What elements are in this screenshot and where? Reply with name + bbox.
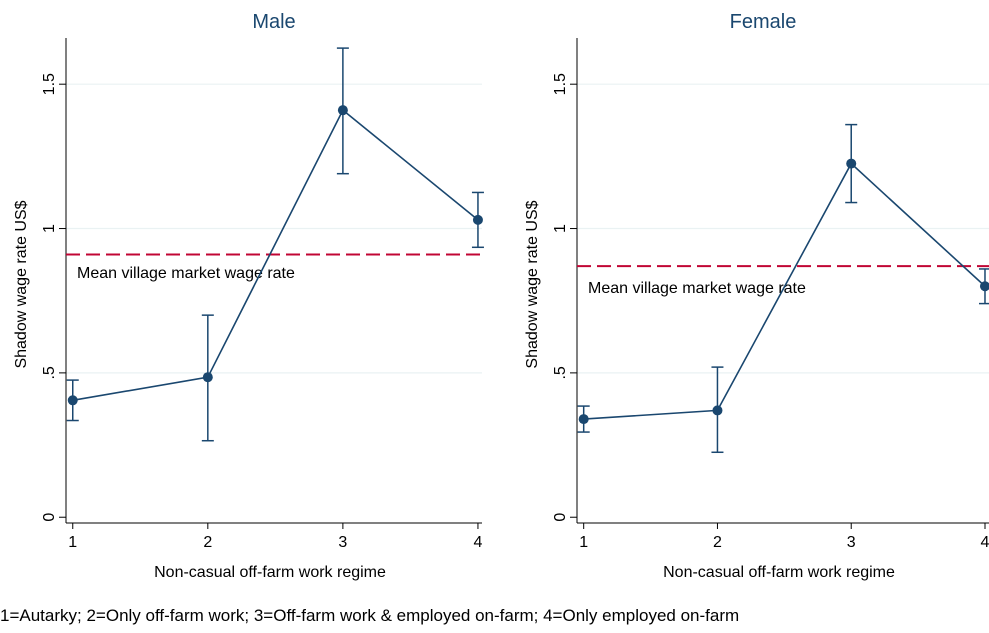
male-series-line	[72, 108, 479, 402]
male-x-tick-label: 4	[473, 534, 482, 551]
regime-legend-note: 1=Autarky; 2=Only off-farm work; 3=Off-f…	[0, 606, 740, 625]
female-x-tick-label: 3	[847, 534, 856, 551]
female-panel-title: Female	[730, 11, 797, 33]
female-data-point	[578, 414, 589, 425]
male-y-tick-label: 1.5	[41, 73, 58, 95]
male-x-tick-label: 1	[68, 534, 77, 551]
male-data-point	[472, 214, 483, 225]
male-data-point	[337, 105, 348, 116]
female-y-axis-label: Shadow wage rate US$	[524, 200, 541, 368]
female-x-tick-label: 2	[713, 534, 722, 551]
male-y-axis-label: Shadow wage rate US$	[13, 200, 30, 368]
female-y-tick-label: .5	[552, 366, 569, 379]
male-panel-title: Male	[252, 11, 295, 33]
male-x-tick-label: 2	[203, 534, 212, 551]
male-data-point	[202, 372, 213, 383]
female-x-tick-label: 1	[579, 534, 588, 551]
male-y-tick-label: .5	[41, 366, 58, 379]
female-reference-label: Mean village market wage rate	[588, 280, 806, 297]
male-y-tick-label: 0	[41, 513, 58, 522]
female-data-point	[846, 158, 857, 169]
male-x-tick-label: 3	[338, 534, 347, 551]
male-data-point	[67, 395, 78, 406]
female-data-point	[712, 405, 723, 416]
male-reference-label: Mean village market wage rate	[77, 265, 295, 282]
female-y-tick-label: 0	[552, 513, 569, 522]
female-y-tick-label: 1.5	[552, 73, 569, 95]
female-x-axis-label: Non-casual off-farm work regime	[663, 564, 895, 581]
female-data-point	[979, 281, 989, 292]
female-x-tick-label: 4	[981, 534, 989, 551]
male-x-axis-label: Non-casual off-farm work regime	[154, 564, 386, 581]
female-y-tick-label: 1	[552, 224, 569, 233]
male-y-tick-label: 1	[41, 224, 58, 233]
female-series-line	[583, 162, 986, 420]
